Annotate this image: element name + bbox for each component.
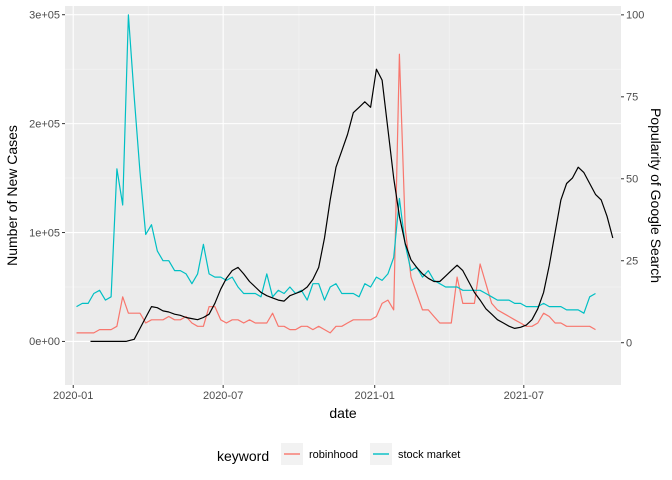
cases-line	[90, 68, 614, 342]
major-gridlines	[65, 6, 621, 385]
y-right-ticks: 0 25 50 75 100	[621, 10, 644, 350]
y-left-tick-label: 3e+05	[29, 10, 60, 22]
y-right-tick-label: 50	[626, 174, 638, 186]
series-line-robinhood	[76, 53, 596, 334]
legend-title: keyword	[217, 448, 269, 464]
y-axis-left-title: Number of New Cases	[4, 125, 20, 266]
y-axis-right-title: Popularity of Google Search	[648, 108, 664, 283]
x-axis-title: date	[329, 405, 356, 421]
x-tick-label: 2020-07	[203, 390, 243, 402]
y-right-tick-label: 25	[626, 256, 638, 268]
x-tick-label: 2020-01	[53, 390, 93, 402]
legend-key-robinhood	[281, 443, 303, 465]
x-tick-label: 2021-01	[355, 390, 395, 402]
y-left-ticks: 0e+00 1e+05 2e+05 3e+05	[29, 10, 65, 348]
x-tick-label: 2021-07	[504, 390, 544, 402]
legend: keyword robinhood stock market	[217, 443, 460, 465]
y-left-tick-label: 1e+05	[29, 227, 60, 239]
y-left-tick-label: 0e+00	[29, 336, 60, 348]
series-lines	[76, 14, 614, 342]
series-line-stock-market	[76, 14, 596, 314]
legend-label-stock-market: stock market	[398, 449, 460, 461]
x-ticks: 2020-01 2020-07 2021-01 2021-07	[53, 385, 544, 402]
y-right-tick-label: 100	[626, 10, 644, 22]
y-right-tick-label: 75	[626, 92, 638, 104]
y-right-tick-label: 0	[626, 338, 632, 350]
minor-gridlines	[65, 6, 621, 385]
legend-label-robinhood: robinhood	[309, 449, 358, 461]
y-left-tick-label: 2e+05	[29, 118, 60, 130]
legend-key-stock-market	[370, 443, 392, 465]
